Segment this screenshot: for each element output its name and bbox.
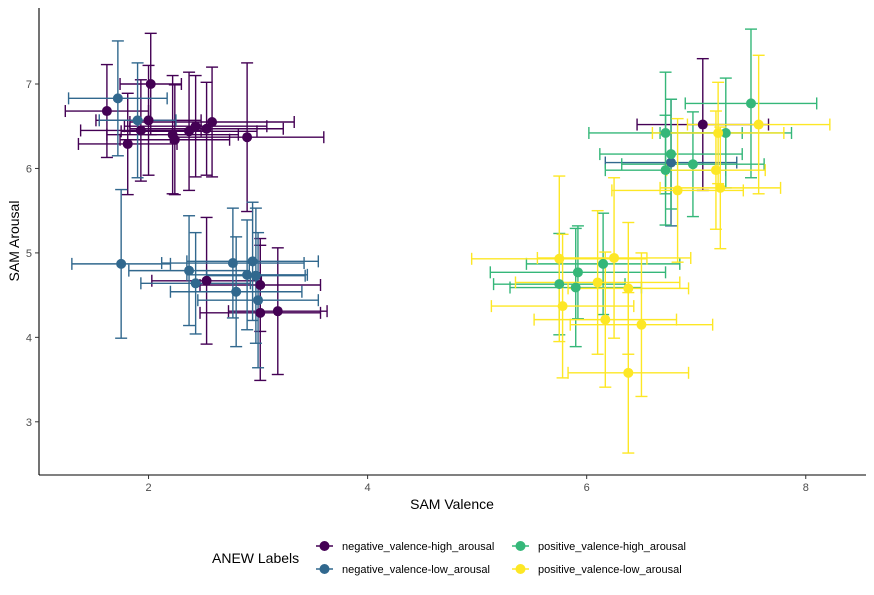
data-point — [745, 98, 756, 109]
y-tick-label: 4 — [26, 332, 32, 344]
legend-label: positive_valence-high_arousal — [538, 541, 686, 553]
data-point — [598, 258, 609, 269]
data-point — [255, 307, 266, 318]
data-point — [255, 279, 266, 290]
data-point — [207, 117, 218, 128]
data-point — [753, 119, 764, 130]
data-point — [572, 267, 583, 278]
series-negative_valence-high_arousal — [64, 32, 770, 382]
y-tick-label: 7 — [26, 79, 32, 91]
data-point — [242, 269, 253, 280]
plot-area — [64, 28, 831, 454]
data-point — [710, 165, 721, 176]
x-axis-title: SAM Valence — [410, 496, 494, 512]
data-point — [145, 79, 156, 90]
x-tick-label: 6 — [584, 482, 590, 494]
legend: negative_valence-high_arousal negative_va… — [316, 541, 686, 576]
data-point — [660, 165, 671, 176]
x-tick-label: 2 — [145, 482, 151, 494]
data-point — [227, 258, 238, 269]
legend-item: positive_valence-low_arousal — [512, 564, 682, 576]
series-negative_valence-low_arousal — [67, 40, 738, 369]
points-positive_valence-high_arousal — [554, 98, 756, 293]
legend-label: positive_valence-low_arousal — [538, 564, 682, 576]
data-point — [623, 283, 634, 294]
points-negative_valence-low_arousal — [112, 93, 677, 306]
data-point — [250, 270, 261, 281]
data-point — [672, 185, 683, 196]
data-point — [143, 115, 154, 126]
y-tick-label: 6 — [26, 163, 32, 175]
data-point — [190, 121, 201, 132]
data-point — [636, 319, 647, 330]
data-point — [116, 258, 127, 269]
data-point — [169, 134, 180, 145]
data-point — [715, 182, 726, 193]
data-point — [554, 253, 565, 264]
data-point — [122, 138, 133, 149]
y-axis-ticks: 3 4 5 6 7 — [26, 79, 39, 429]
data-point — [554, 279, 565, 290]
data-point — [272, 306, 283, 317]
y-axis-title: SAM Arousal — [6, 201, 22, 282]
legend-key-point — [319, 541, 330, 551]
legend-label: negative_valence-high_arousal — [342, 541, 494, 553]
points-positive_valence-low_arousal — [554, 119, 764, 378]
y-tick-label: 5 — [26, 248, 32, 260]
data-point — [720, 127, 731, 138]
points-negative_valence-high_arousal — [101, 79, 708, 318]
data-point — [201, 123, 212, 134]
data-point — [242, 132, 253, 143]
y-tick-label: 3 — [26, 417, 32, 429]
series-positive_valence-low_arousal — [470, 54, 831, 454]
data-point — [570, 282, 581, 293]
legend-key-point — [515, 564, 526, 574]
data-point — [592, 277, 603, 288]
data-point — [112, 93, 123, 104]
data-point — [666, 149, 677, 160]
data-point — [184, 265, 195, 276]
x-axis-ticks: 2 4 6 8 — [145, 475, 809, 494]
legend-key-point — [515, 541, 526, 551]
data-point — [713, 127, 724, 138]
data-point — [201, 275, 212, 286]
legend-item: negative_valence-low_arousal — [316, 564, 490, 576]
data-point — [557, 301, 568, 312]
data-point — [666, 157, 677, 168]
data-point — [660, 127, 671, 138]
data-point — [600, 314, 611, 325]
legend-title: ANEW Labels — [212, 550, 299, 566]
legend-key-point — [319, 564, 330, 574]
data-point — [623, 367, 634, 378]
x-tick-label: 4 — [365, 482, 371, 494]
data-point — [687, 159, 698, 170]
legend-label: negative_valence-low_arousal — [342, 564, 490, 576]
data-point — [132, 115, 143, 126]
data-point — [609, 252, 620, 263]
data-point — [190, 278, 201, 289]
data-point — [135, 125, 146, 136]
data-point — [253, 295, 264, 306]
x-tick-label: 8 — [803, 482, 809, 494]
legend-item: negative_valence-high_arousal — [316, 541, 494, 553]
data-point — [697, 119, 708, 130]
data-point — [101, 106, 112, 117]
legend-item: positive_valence-high_arousal — [512, 541, 686, 553]
data-point — [231, 286, 242, 297]
data-point — [247, 256, 258, 267]
